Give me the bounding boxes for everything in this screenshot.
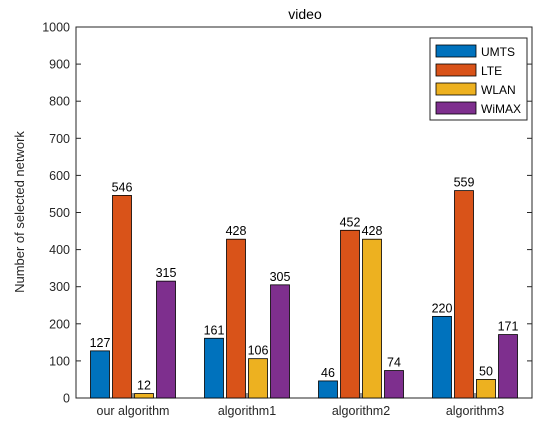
y-tick-label: 500 bbox=[49, 206, 70, 220]
data-label: 106 bbox=[248, 344, 269, 358]
y-tick-label: 1000 bbox=[42, 21, 70, 35]
bar bbox=[362, 238, 382, 399]
legend-label: UMTS bbox=[481, 45, 515, 59]
y-axis-label: Number of selected network bbox=[12, 131, 27, 293]
legend-swatch bbox=[435, 44, 477, 58]
y-tick-label: 400 bbox=[49, 243, 70, 257]
x-tick-label: our algorithm bbox=[97, 404, 170, 418]
bar bbox=[226, 238, 246, 399]
bar bbox=[90, 350, 110, 399]
bar bbox=[340, 229, 360, 399]
y-tick-label: 900 bbox=[49, 58, 70, 72]
legend-swatch bbox=[435, 101, 477, 115]
data-label: 428 bbox=[226, 224, 247, 238]
y-tick-label: 100 bbox=[49, 354, 70, 368]
legend-label: WiMAX bbox=[481, 102, 521, 116]
legend: UMTS LTE WLAN WiMAX bbox=[429, 37, 528, 121]
x-tick-label: algorithm2 bbox=[332, 404, 390, 418]
bar bbox=[204, 337, 224, 399]
data-label: 315 bbox=[156, 266, 177, 280]
y-tick-label: 300 bbox=[49, 280, 70, 294]
legend-swatch bbox=[435, 63, 477, 77]
data-label: 161 bbox=[204, 323, 225, 337]
x-tick-label: algorithm1 bbox=[218, 404, 276, 418]
data-label: 171 bbox=[498, 320, 519, 334]
bar bbox=[498, 334, 518, 399]
data-label: 220 bbox=[432, 301, 453, 315]
bar bbox=[248, 358, 268, 399]
legend-label: WLAN bbox=[481, 83, 516, 97]
chart-title: video bbox=[288, 6, 322, 22]
bar bbox=[318, 380, 338, 399]
plot-area: 0 100 200 300 400 500 600 700 800 900 1000 our algo… bbox=[42, 21, 533, 418]
bar bbox=[432, 315, 452, 399]
x-tick-label: algorithm3 bbox=[446, 404, 504, 418]
bar bbox=[384, 370, 404, 399]
data-label: 428 bbox=[362, 224, 383, 238]
y-tick-label: 600 bbox=[49, 169, 70, 183]
y-tick-label: 700 bbox=[49, 132, 70, 146]
legend-swatch bbox=[435, 82, 477, 96]
data-label: 74 bbox=[387, 356, 401, 370]
bar bbox=[454, 190, 474, 399]
bar bbox=[270, 284, 290, 399]
bar bbox=[476, 379, 496, 399]
bar bbox=[112, 195, 132, 399]
data-label: 12 bbox=[137, 379, 151, 393]
data-label: 50 bbox=[479, 364, 493, 378]
data-label: 452 bbox=[340, 215, 361, 229]
data-label: 546 bbox=[112, 180, 133, 194]
y-tick-label: 0 bbox=[63, 392, 70, 406]
y-tick-label: 200 bbox=[49, 317, 70, 331]
bar bbox=[156, 280, 176, 399]
legend-label: LTE bbox=[481, 64, 502, 78]
data-label: 46 bbox=[321, 366, 335, 380]
y-tick-label: 800 bbox=[49, 95, 70, 109]
data-label: 127 bbox=[90, 336, 111, 350]
data-label: 559 bbox=[454, 176, 475, 190]
bar bbox=[134, 393, 154, 399]
data-label: 305 bbox=[270, 270, 291, 284]
